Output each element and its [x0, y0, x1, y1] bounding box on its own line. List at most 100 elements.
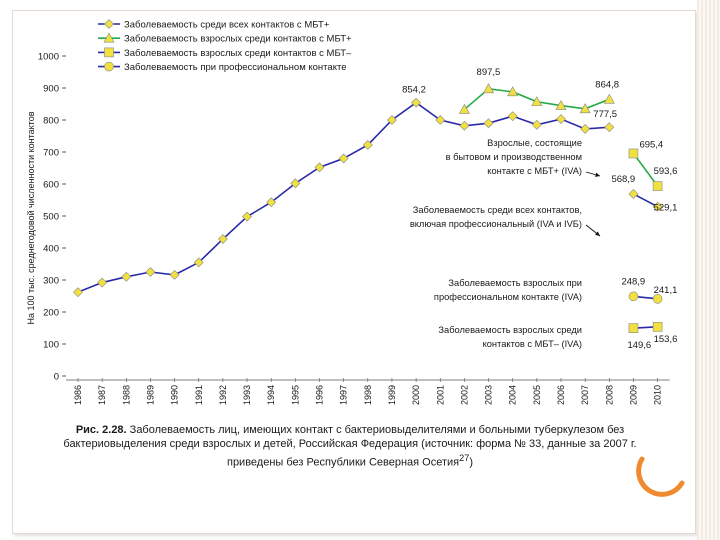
x-tick-label: 2010 [653, 385, 663, 405]
x-tick-label: 2002 [459, 385, 469, 405]
annotation-text: контактов с МБТ– (IVA) [483, 339, 582, 349]
series-2-point [483, 83, 495, 94]
x-tick-label: 1998 [363, 385, 373, 405]
series-1-point [97, 277, 108, 288]
legend-label: Заболеваемость среди всех контактов с МБ… [124, 20, 330, 31]
series-1-point [266, 197, 277, 208]
legend-label: Заболеваемость при профессиональном конт… [124, 62, 347, 73]
series-1-point [362, 140, 373, 150]
x-tick-label: 2008 [604, 385, 614, 405]
decorative-side-bar [697, 0, 720, 540]
x-tick-label: 1989 [145, 385, 155, 405]
x-tick-label: 1997 [339, 385, 349, 405]
x-tick-label: 1987 [97, 385, 107, 405]
y-tick-label: 1000 [38, 52, 59, 63]
legend-marker [103, 32, 115, 43]
x-tick-label: 2005 [532, 385, 542, 405]
data-label: 864,8 [595, 79, 619, 90]
series-5-point [652, 181, 663, 191]
legend-marker [104, 19, 114, 29]
annotation-text: Взрослые, состоящие [487, 138, 582, 148]
data-label: 149,6 [627, 340, 651, 351]
data-label: 897,5 [477, 67, 501, 78]
annotation-text: включая профессиональный (IVA и IVБ) [410, 219, 582, 229]
series-1-point [459, 120, 470, 131]
series-6-point [652, 201, 663, 212]
x-tick-label: 1991 [194, 385, 204, 405]
y-tick-label: 600 [43, 180, 59, 191]
annotation-text: контакте с МБТ+ (IVA) [487, 166, 582, 176]
data-label: 529,1 [654, 203, 678, 214]
legend-label: Заболеваемость взрослых среди контактов … [124, 48, 352, 59]
series-1-point [314, 162, 325, 173]
series-1-point [556, 114, 566, 124]
chart: На 100 тыс. среднегодовой численности ко… [26, 19, 678, 405]
x-tick-label: 1994 [266, 385, 276, 405]
slide-frame [12, 10, 696, 534]
caption-end: ) [469, 456, 473, 469]
x-tick-label: 1995 [290, 385, 300, 405]
annotation-text: Заболеваемость среди всех контактов, [413, 205, 582, 215]
series-1-point [217, 234, 228, 244]
series-6-point [628, 189, 639, 199]
x-tick-label: 1992 [218, 385, 228, 405]
series-3-point [628, 323, 639, 333]
series-2-point [555, 99, 567, 110]
series-2-point [531, 96, 543, 107]
series-1-point [483, 118, 494, 129]
y-tick-label: 300 [43, 276, 59, 287]
x-tick-label: 2003 [484, 385, 494, 405]
series-2-point [579, 103, 591, 114]
y-tick-label: 800 [43, 116, 59, 127]
y-tick-label: 200 [43, 308, 59, 319]
x-tick-label: 1996 [315, 385, 325, 405]
x-tick-label: 1999 [387, 385, 397, 405]
x-tick-label: 2007 [580, 385, 590, 405]
y-tick-label: 700 [43, 148, 59, 159]
annotation-text: профессиональном контакте (IVA) [434, 292, 582, 302]
data-label: 695,4 [639, 139, 663, 150]
y-tick-label: 900 [43, 84, 59, 95]
x-tick-label: 2000 [411, 385, 421, 405]
annotation-arrow-adults-contact-head [595, 172, 600, 177]
series-1-point [531, 119, 542, 130]
series-1-point [411, 97, 422, 108]
series-1-point [145, 267, 156, 277]
data-label: 568,9 [611, 174, 635, 185]
series-4-point [628, 291, 639, 302]
series-1-point [387, 115, 397, 125]
caption-superscript: 27 [459, 453, 470, 463]
series-1-point [604, 122, 615, 133]
series-1-point [73, 287, 83, 298]
annotation-arrow-all-contacts-head [595, 231, 600, 236]
series-1-point [507, 111, 518, 122]
series-1-point [435, 115, 446, 125]
x-tick-label: 2006 [556, 385, 566, 405]
legend-label: Заболеваемость взрослых среди контактов … [124, 34, 352, 45]
series-1-point [169, 269, 180, 280]
annotation-text: Заболеваемость взрослых среди [438, 325, 582, 335]
series-line-6 [633, 193, 658, 208]
series-1-point [580, 124, 591, 134]
figure-caption: Рис. 2.28. Заболеваемость лиц, имеющих к… [40, 423, 660, 470]
annotation-text: Заболеваемость взрослых при [448, 278, 582, 288]
caption-figure-number: Рис. 2.28. [75, 424, 127, 436]
decorative-orange-arc [636, 456, 685, 497]
y-tick-label: 400 [43, 244, 59, 255]
series-4-point [652, 294, 663, 304]
y-tick-label: 0 [54, 372, 59, 383]
caption-text: Заболеваемость лиц, имеющих контакт с ба… [63, 424, 637, 469]
y-tick-label: 100 [43, 340, 59, 351]
series-2-point [458, 103, 470, 114]
series-1-point [193, 257, 204, 268]
series-1-point [242, 211, 252, 222]
data-label: 854,2 [402, 85, 426, 96]
x-tick-label: 2009 [628, 385, 638, 405]
series-2-point [507, 86, 519, 97]
data-label: 248,9 [621, 276, 645, 287]
data-label: 593,6 [654, 166, 678, 177]
series-line-1 [77, 101, 610, 293]
orange-arc-shape [636, 456, 685, 497]
x-tick-label: 1988 [121, 385, 131, 405]
series-1-point [338, 153, 349, 164]
